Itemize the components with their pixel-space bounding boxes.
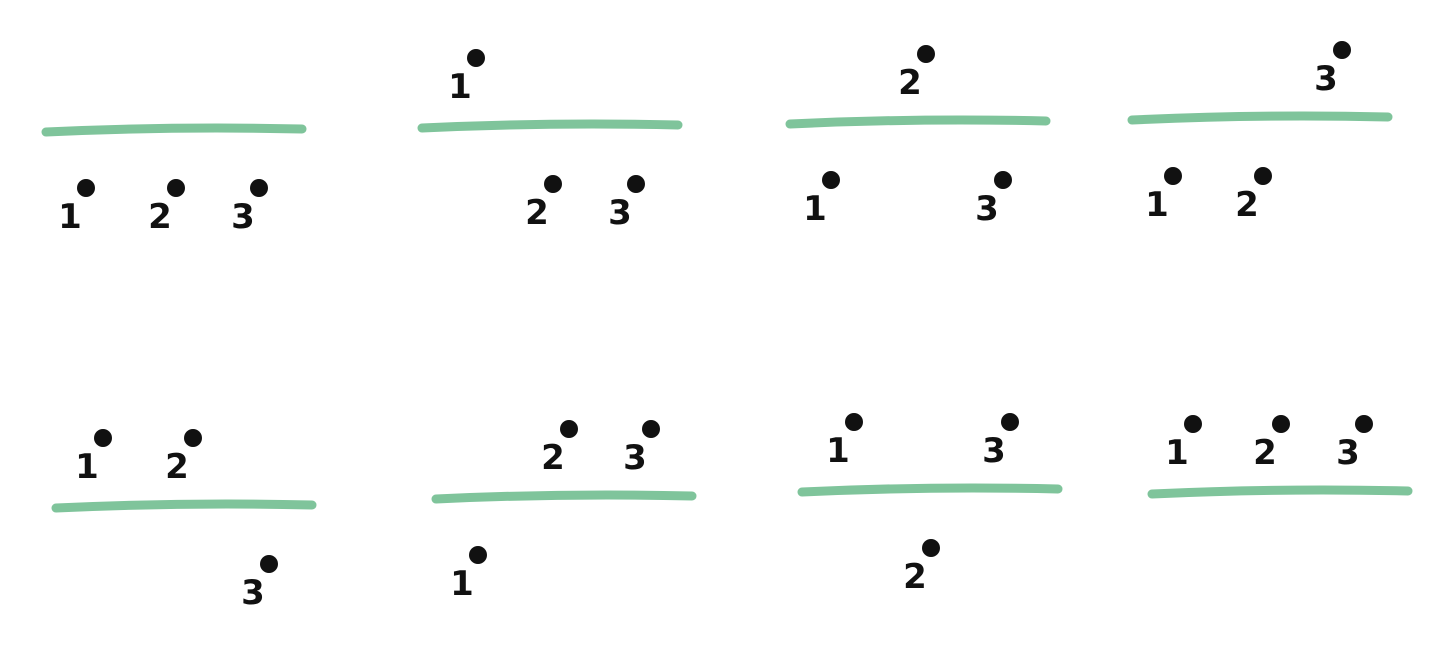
divider-line	[785, 115, 1051, 129]
above-item-1-digit: 1	[826, 431, 850, 471]
above-item-2-dot	[917, 45, 935, 63]
below-item-1: 1	[58, 179, 95, 237]
panel-4: 3 1 2	[1127, 41, 1393, 225]
above-item-2-dot	[1272, 415, 1290, 433]
above-item-2-digit: 2	[541, 438, 565, 478]
divider-line	[417, 119, 683, 133]
above-item-1-dot	[94, 429, 112, 447]
below-item-2-dot	[167, 179, 185, 197]
panel-8: 1 2 3	[1147, 415, 1413, 499]
panel-7: 1 3 2	[797, 413, 1063, 597]
below-item-3-dot	[260, 555, 278, 573]
below-item-3-dot	[250, 179, 268, 197]
below-item-2: 2	[1235, 167, 1272, 225]
below-item-1-dot	[469, 546, 487, 564]
above-item-2-digit: 2	[165, 447, 189, 487]
above-item-1: 1	[448, 49, 485, 107]
divider-line	[797, 483, 1063, 497]
above-item-3-digit: 3	[1336, 433, 1360, 473]
above-item-1-dot	[845, 413, 863, 431]
above-item-3: 3	[1314, 41, 1351, 99]
above-item-1: 1	[75, 429, 112, 487]
above-item-3: 3	[982, 413, 1019, 471]
below-item-2-dot	[1254, 167, 1272, 185]
above-item-1-digit: 1	[75, 447, 99, 487]
above-item-3-digit: 3	[982, 431, 1006, 471]
below-item-2: 2	[903, 539, 940, 597]
below-item-1-dot	[822, 171, 840, 189]
above-item-3: 3	[623, 420, 660, 478]
below-item-3-digit: 3	[608, 193, 632, 233]
above-item-1-digit: 1	[448, 67, 472, 107]
divider-line	[431, 490, 697, 504]
above-item-3-dot	[1355, 415, 1373, 433]
panel-5: 1 2 3	[51, 429, 317, 613]
above-item-2: 2	[541, 420, 578, 478]
above-item-1: 1	[826, 413, 863, 471]
above-item-2-digit: 2	[1253, 433, 1277, 473]
below-item-2-digit: 2	[148, 197, 172, 237]
above-item-2: 2	[1253, 415, 1290, 473]
above-item-1: 1	[1165, 415, 1202, 473]
panel-2: 1 2 3	[417, 49, 683, 233]
below-item-1-digit: 1	[58, 197, 82, 237]
below-item-2: 2	[525, 175, 562, 233]
panel-1: 1 2 3	[41, 123, 307, 237]
above-item-1-dot	[467, 49, 485, 67]
above-item-1-digit: 1	[1165, 433, 1189, 473]
panel-6: 2 3 1	[431, 420, 697, 604]
divider-line	[1127, 111, 1393, 125]
divider-line	[1147, 485, 1413, 499]
above-item-1-dot	[1184, 415, 1202, 433]
above-item-2-digit: 2	[898, 63, 922, 103]
above-item-3-digit: 3	[1314, 59, 1338, 99]
below-item-2-dot	[544, 175, 562, 193]
below-item-1: 1	[450, 546, 487, 604]
above-item-3-dot	[642, 420, 660, 438]
above-item-2-dot	[184, 429, 202, 447]
below-item-3-dot	[994, 171, 1012, 189]
below-item-1-digit: 1	[450, 564, 474, 604]
above-item-3-dot	[1333, 41, 1351, 59]
below-item-1: 1	[803, 171, 840, 229]
divider-line	[41, 123, 307, 137]
below-item-2: 2	[148, 179, 185, 237]
above-item-3: 3	[1336, 415, 1373, 473]
below-item-3: 3	[241, 555, 278, 613]
panel-3: 2 1 3	[785, 45, 1051, 229]
below-item-3-digit: 3	[975, 189, 999, 229]
above-item-3-dot	[1001, 413, 1019, 431]
below-item-3: 3	[975, 171, 1012, 229]
above-item-2-dot	[560, 420, 578, 438]
above-item-2: 2	[165, 429, 202, 487]
below-item-1-digit: 1	[1145, 185, 1169, 225]
below-item-1: 1	[1145, 167, 1182, 225]
below-item-2-dot	[922, 539, 940, 557]
below-item-2-digit: 2	[903, 557, 927, 597]
below-item-1-dot	[1164, 167, 1182, 185]
below-item-3-digit: 3	[231, 197, 255, 237]
divider-line	[51, 499, 317, 513]
below-item-2-digit: 2	[1235, 185, 1259, 225]
below-item-2-digit: 2	[525, 193, 549, 233]
below-item-3-digit: 3	[241, 573, 265, 613]
below-item-3-dot	[627, 175, 645, 193]
above-item-2: 2	[898, 45, 935, 103]
above-item-3-digit: 3	[623, 438, 647, 478]
below-item-1-dot	[77, 179, 95, 197]
below-item-3: 3	[231, 179, 268, 237]
below-item-1-digit: 1	[803, 189, 827, 229]
below-item-3: 3	[608, 175, 645, 233]
